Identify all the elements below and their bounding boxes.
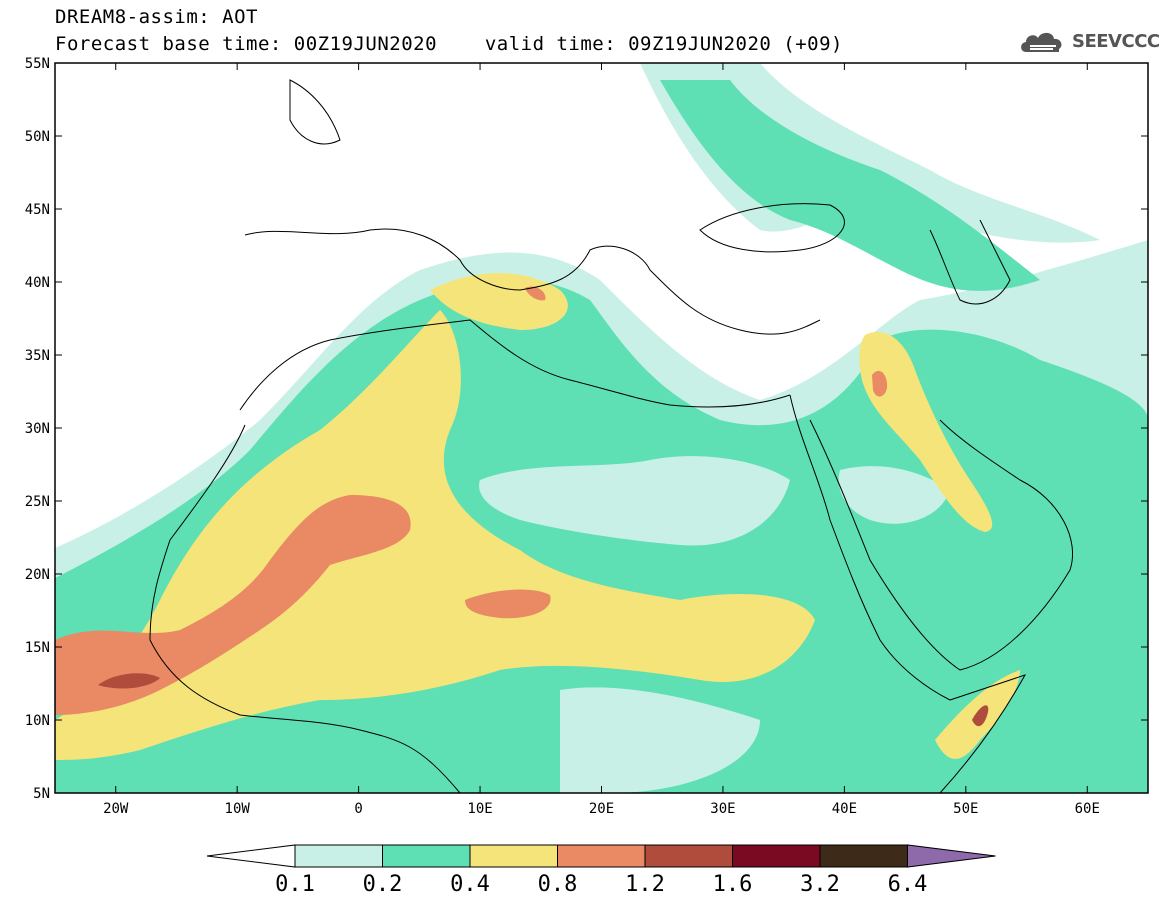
coastlines bbox=[149, 79, 1074, 793]
map-title: DREAM8-assim: AOT bbox=[55, 6, 258, 28]
coastline-west-africa bbox=[149, 424, 461, 793]
coastline-caspian bbox=[929, 219, 1011, 305]
colorbar-swatch bbox=[819, 844, 908, 868]
colorbar-over-arrow bbox=[907, 844, 996, 868]
lat-tick-label: 40N bbox=[25, 275, 50, 291]
lat-tick-label: 10N bbox=[25, 713, 50, 729]
forecast-times: Forecast base time: 00Z19JUN2020 valid t… bbox=[55, 33, 843, 55]
colorbar-label: 1.2 bbox=[625, 872, 665, 897]
colorbar-swatch bbox=[557, 844, 646, 868]
lat-tick-label: 45N bbox=[25, 202, 50, 218]
lon-tick-label: 10W bbox=[225, 801, 251, 817]
colorbar-label: 1.6 bbox=[713, 872, 753, 897]
colorbar-swatch bbox=[382, 844, 471, 868]
logo-text: SEEVCCC bbox=[1072, 30, 1160, 52]
aot-band-0.8-sahel bbox=[55, 495, 411, 715]
coastline-red-sea bbox=[789, 394, 951, 701]
lat-tick-label: 35N bbox=[25, 348, 50, 364]
seevccc-logo: SEEVCCC bbox=[1018, 26, 1160, 56]
colorbar-label: 0.1 bbox=[275, 872, 315, 897]
map-axes: 55N 50N 45N 40N 35N 30N 25N 20N 15N 10N 5N 20W 10W 0 1… bbox=[25, 56, 1148, 817]
aot-band-0.8-chad bbox=[465, 589, 551, 619]
lat-tick-label: 15N bbox=[25, 640, 50, 656]
lat-tick-label: 55N bbox=[25, 56, 50, 72]
colorbar-under-arrow bbox=[206, 844, 296, 868]
colorbar-label: 0.8 bbox=[538, 872, 578, 897]
lon-tick-label: 40E bbox=[832, 801, 857, 817]
coastline-europe bbox=[244, 228, 821, 335]
base-time-label: Forecast base time: 00Z19JUN2020 bbox=[55, 33, 438, 55]
lon-tick-label: 20W bbox=[103, 801, 129, 817]
lat-tick-label: 20N bbox=[25, 567, 50, 583]
coastline-black-sea bbox=[699, 203, 845, 253]
lon-tick-label: 60E bbox=[1075, 801, 1100, 817]
lat-tick-label: 25N bbox=[25, 494, 50, 510]
colorbar-swatch bbox=[732, 844, 821, 868]
lon-tick-label: 0 bbox=[354, 801, 362, 817]
colorbar-swatch bbox=[469, 844, 558, 868]
coastline-british-isles bbox=[289, 79, 341, 145]
lon-tick-label: 10E bbox=[467, 801, 492, 817]
aot-band-0.8-tunisia bbox=[525, 286, 546, 301]
aot-band-0.4 bbox=[55, 310, 815, 760]
colorbar: 0.1 0.2 0.4 0.8 1.2 1.6 3.2 6.4 bbox=[206, 844, 996, 897]
aot-clear-egypt bbox=[479, 456, 790, 546]
colorbar-label: 6.4 bbox=[888, 872, 928, 897]
aot-band-0.2-north bbox=[660, 80, 1040, 291]
lon-tick-label: 20E bbox=[589, 801, 614, 817]
lat-tick-label: 5N bbox=[33, 786, 50, 802]
colorbar-label: 3.2 bbox=[800, 872, 840, 897]
colorbar-swatch bbox=[294, 844, 383, 868]
aot-band-0.8-iraq bbox=[872, 370, 888, 397]
coastline-horn-of-africa bbox=[939, 674, 1027, 793]
aot-clear-arabia bbox=[838, 466, 950, 524]
coastline-north-africa bbox=[239, 319, 791, 411]
lat-tick-label: 30N bbox=[25, 421, 50, 437]
aot-clear-east-africa bbox=[560, 687, 760, 793]
lon-tick-label: 50E bbox=[953, 801, 978, 817]
colorbar-swatch bbox=[644, 844, 733, 868]
coastline-arabia bbox=[809, 419, 1074, 671]
aot-band-0.4-iraq bbox=[859, 331, 993, 532]
cloud-icon bbox=[1021, 32, 1062, 52]
colorbar-label: 0.4 bbox=[450, 872, 490, 897]
aot-band-1.2-somalia bbox=[972, 705, 989, 727]
aot-fields bbox=[55, 63, 1148, 793]
colorbar-label: 0.2 bbox=[363, 872, 403, 897]
valid-time-label: valid time: 09Z19JUN2020 (+09) bbox=[484, 33, 843, 55]
aot-band-1.2-senegal bbox=[98, 673, 160, 689]
lon-tick-label: 30E bbox=[710, 801, 735, 817]
lat-tick-label: 50N bbox=[25, 129, 50, 145]
